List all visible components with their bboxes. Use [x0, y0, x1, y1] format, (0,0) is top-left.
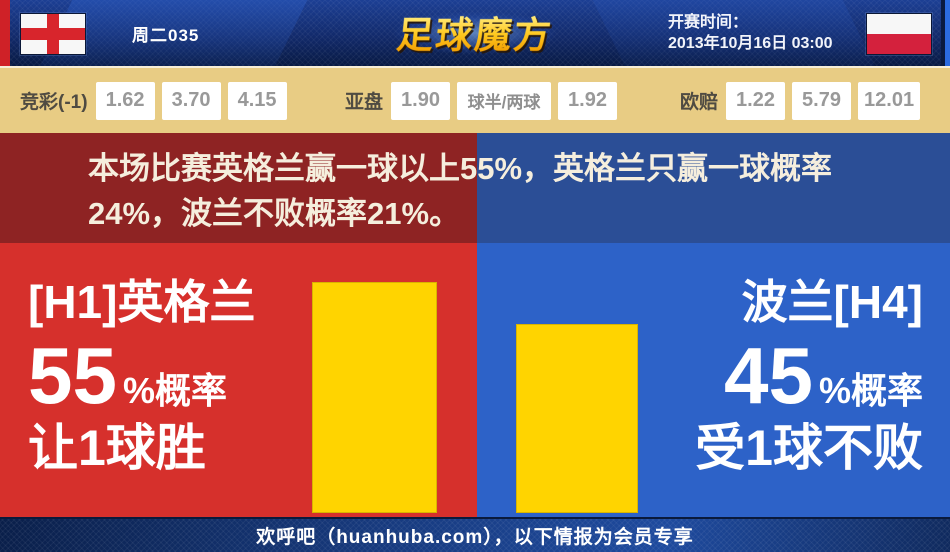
footer-text: 欢呼吧（huanhuba.com），以下情报为会员专享 [256, 527, 694, 548]
analysis-text: 本场比赛英格兰赢一球以上55%，英格兰只赢一球概率 24%，波兰不败概率21%。 [88, 146, 832, 236]
away-team-title: 波兰[H4] [741, 276, 923, 328]
yapan-label: 亚盘 [345, 92, 384, 113]
jingcai-odds-draw: 3.70 [161, 81, 221, 120]
jingcai-odds-home: 1.62 [95, 81, 155, 120]
right-edge-gap [941, 0, 945, 66]
footer-bar: 欢呼吧（huanhuba.com），以下情报为会员专享 [0, 517, 950, 552]
match-number: 周二035 [132, 26, 200, 45]
away-percent-suffix: %概率 [818, 370, 923, 411]
away-probability-bar [516, 324, 638, 513]
home-percent-row: 55 %概率 [28, 335, 255, 417]
england-flag-icon [20, 13, 86, 55]
away-team-panel: 波兰[H4] 45 %概率 受1球不败 [477, 243, 950, 517]
left-red-edge-stripe [0, 0, 10, 66]
odds-group-yapan: 亚盘 1.90 球半/两球 1.92 [345, 68, 618, 133]
yapan-odds-away: 1.92 [558, 81, 618, 120]
analysis-line-2: 24%，波兰不败概率21%。 [88, 196, 461, 231]
logo-wordmark: 足球魔方 [394, 5, 556, 59]
home-panel-text: [H1]英格兰 55 %概率 让1球胜 [28, 273, 255, 479]
odds-bar: 竞彩(-1) 1.62 3.70 4.15 亚盘 1.90 球半/两球 1.92… [0, 66, 950, 133]
oupei-odds-draw: 5.79 [792, 81, 852, 120]
analysis-band-blue-half [477, 133, 950, 243]
kickoff-label: 开赛时间： [668, 14, 749, 31]
away-percent-row: 45 %概率 [695, 335, 923, 417]
home-percent-value: 55 [28, 331, 117, 420]
home-team-title: [H1]英格兰 [28, 276, 256, 328]
oupei-label: 欧赔 [680, 92, 719, 113]
oupei-odds-home: 1.22 [726, 81, 786, 120]
analysis-band: 本场比赛英格兰赢一球以上55%，英格兰只赢一球概率 24%，波兰不败概率21%。 [0, 133, 950, 243]
home-outcome-label: 让1球胜 [28, 420, 206, 476]
home-probability-bar [312, 282, 437, 513]
jingcai-label: 竞彩(-1) [20, 92, 88, 113]
site-logo: 足球魔方 [365, 0, 585, 66]
poland-flag-icon [866, 13, 932, 55]
right-blue-edge-stripe [945, 0, 950, 66]
logo-glow [365, 4, 585, 62]
header-bar: 周二035 足球魔方 开赛时间： 2013年10月16日 03:00 [0, 0, 950, 66]
jingcai-odds-away: 4.15 [227, 81, 287, 120]
analysis-band-red-half [0, 133, 477, 243]
kickoff-datetime: 2013年10月16日 03:00 [668, 35, 833, 52]
odds-group-oupei: 欧赔 1.22 5.79 12.01 [680, 68, 921, 133]
odds-group-jingcai: 竞彩(-1) 1.62 3.70 4.15 [20, 68, 287, 133]
yapan-odds-home: 1.90 [391, 81, 451, 120]
home-team-panel: [H1]英格兰 55 %概率 让1球胜 [0, 243, 477, 517]
kickoff-time: 开赛时间： 2013年10月16日 03:00 [668, 12, 833, 54]
yapan-handicap: 球半/两球 [457, 81, 552, 120]
oupei-odds-away: 12.01 [858, 81, 921, 120]
home-percent-suffix: %概率 [122, 370, 227, 411]
away-percent-value: 45 [724, 331, 813, 420]
probability-panels: [H1]英格兰 55 %概率 让1球胜 波兰[H4] 45 %概率 受1球不败 [0, 243, 950, 517]
away-panel-text: 波兰[H4] 45 %概率 受1球不败 [695, 273, 923, 479]
analysis-line-1: 本场比赛英格兰赢一球以上55%，英格兰只赢一球概率 [88, 151, 833, 186]
away-outcome-label: 受1球不败 [695, 420, 923, 476]
